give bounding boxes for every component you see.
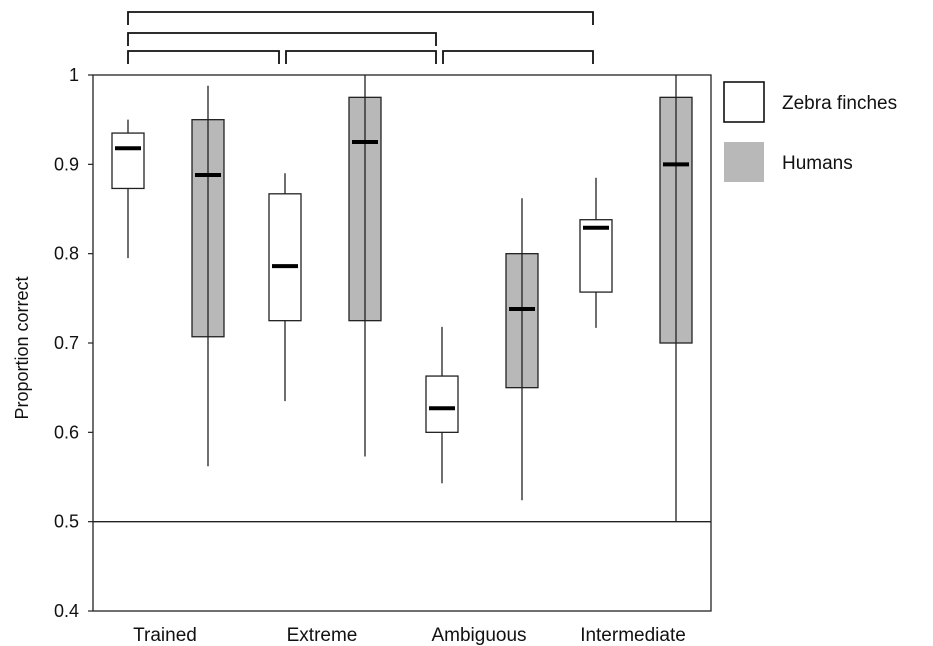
legend: Zebra finches Humans bbox=[723, 81, 897, 182]
legend-swatch-humans bbox=[724, 142, 764, 182]
x-tick-label: Trained bbox=[133, 625, 197, 646]
legend-label-zebra-finches: Zebra finches bbox=[782, 93, 897, 114]
box-trained-zebra-finches bbox=[111, 119, 145, 259]
box-intermediate-zebra-finches bbox=[579, 177, 613, 328]
x-tick-label: Extreme bbox=[287, 625, 358, 646]
y-tick-label: 0.6 bbox=[54, 422, 79, 442]
box-iqr bbox=[268, 193, 302, 322]
box-iqr bbox=[579, 219, 613, 293]
box-trained-humans bbox=[191, 85, 225, 467]
plot-frame bbox=[92, 74, 712, 612]
bracket-trained-intermediate bbox=[127, 11, 594, 25]
legend-label-humans: Humans bbox=[782, 153, 853, 174]
y-axis-label: Proportion correct bbox=[12, 276, 32, 419]
box-iqr bbox=[425, 375, 459, 433]
bracket-extreme-ambiguous bbox=[285, 50, 437, 64]
box-iqr bbox=[111, 132, 145, 190]
y-tick-label: 0.5 bbox=[54, 512, 79, 532]
plot-area bbox=[92, 74, 712, 612]
bracket-trained-ambiguous bbox=[127, 32, 437, 46]
y-tick-label: 0.7 bbox=[54, 333, 79, 353]
y-tick-label: 0.8 bbox=[54, 244, 79, 264]
box-ambiguous-zebra-finches bbox=[425, 326, 459, 484]
box-intermediate-humans bbox=[659, 75, 693, 522]
y-tick-label: 0.4 bbox=[54, 601, 79, 621]
y-axis: 0.4 0.5 0.6 0.7 0.8 0.9 1 bbox=[54, 65, 93, 621]
series-zebra-finches bbox=[111, 119, 613, 484]
x-tick-label: Intermediate bbox=[580, 625, 686, 646]
box-extreme-humans bbox=[348, 75, 382, 457]
legend-swatch-zebra-finches bbox=[723, 81, 765, 123]
box-ambiguous-humans bbox=[505, 198, 539, 501]
y-tick-label: 1 bbox=[69, 65, 79, 85]
bracket-ambiguous-intermediate bbox=[442, 50, 594, 64]
box-extreme-zebra-finches bbox=[268, 173, 302, 402]
y-tick-label: 0.9 bbox=[54, 154, 79, 174]
x-axis: Trained Extreme Ambiguous Intermediate bbox=[133, 625, 686, 646]
comparison-brackets bbox=[127, 11, 594, 64]
x-tick-label: Ambiguous bbox=[431, 625, 526, 646]
series-humans bbox=[191, 75, 693, 522]
bracket-trained-extreme bbox=[127, 50, 280, 64]
